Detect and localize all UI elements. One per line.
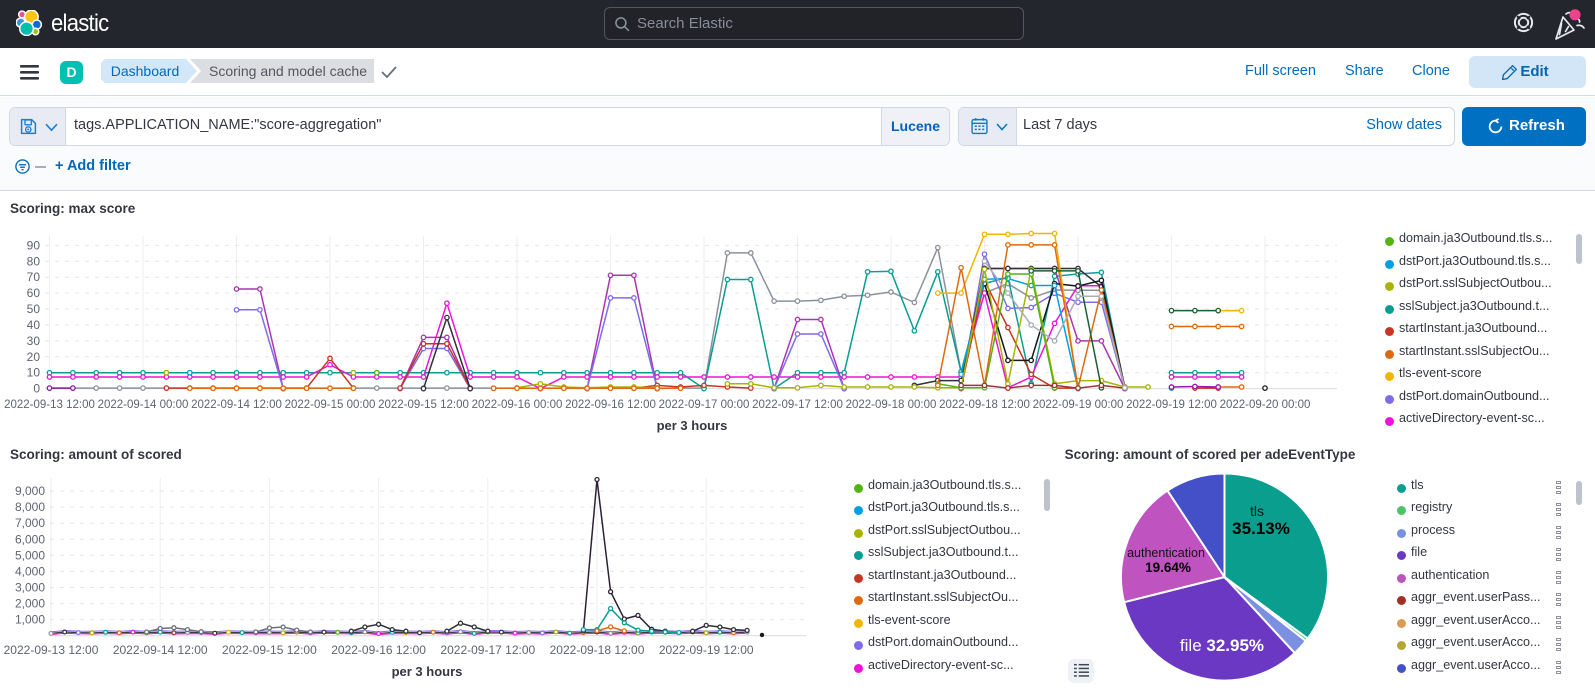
svg-text:19.64%: 19.64% (1145, 560, 1191, 575)
svg-text:35.13%: 35.13% (1232, 519, 1290, 538)
svg-text:2022-09-17 12:00: 2022-09-17 12:00 (440, 643, 535, 657)
svg-text:2022-09-19 12:00: 2022-09-19 12:00 (659, 643, 754, 657)
svg-text:2022-09-14 12:00: 2022-09-14 12:00 (191, 399, 282, 411)
svg-text:2022-09-20 00:00: 2022-09-20 00:00 (1220, 399, 1311, 411)
svg-text:2022-09-19 00:00: 2022-09-19 00:00 (1033, 399, 1124, 411)
svg-text:20: 20 (27, 350, 41, 364)
svg-text:authentication: authentication (1127, 546, 1205, 560)
svg-text:2022-09-18 12:00: 2022-09-18 12:00 (550, 643, 645, 657)
svg-text:3,000: 3,000 (15, 581, 45, 595)
svg-text:per 3 hours: per 3 hours (392, 664, 463, 679)
svg-text:2022-09-13 12:00: 2022-09-13 12:00 (4, 399, 95, 411)
svg-text:2022-09-16 12:00: 2022-09-16 12:00 (331, 643, 426, 657)
svg-text:0: 0 (33, 382, 40, 396)
svg-text:90: 90 (27, 238, 41, 252)
svg-text:1,000: 1,000 (15, 613, 45, 627)
svg-text:8,000: 8,000 (15, 500, 45, 514)
svg-text:2022-09-14 00:00: 2022-09-14 00:00 (98, 399, 189, 411)
svg-text:2022-09-18 12:00: 2022-09-18 12:00 (939, 399, 1030, 411)
svg-text:9,000: 9,000 (15, 484, 45, 498)
svg-text:60: 60 (27, 286, 41, 300)
svg-text:10: 10 (27, 366, 41, 380)
svg-text:2022-09-14 12:00: 2022-09-14 12:00 (113, 643, 208, 657)
svg-text:2022-09-16 00:00: 2022-09-16 00:00 (472, 399, 563, 411)
svg-text:2,000: 2,000 (15, 597, 45, 611)
svg-text:2022-09-15 12:00: 2022-09-15 12:00 (378, 399, 469, 411)
svg-text:6,000: 6,000 (15, 532, 45, 546)
svg-text:7,000: 7,000 (15, 516, 45, 530)
svg-text:2022-09-15 12:00: 2022-09-15 12:00 (222, 643, 317, 657)
svg-text:70: 70 (27, 270, 41, 284)
svg-text:2022-09-16 12:00: 2022-09-16 12:00 (565, 399, 656, 411)
svg-text:2022-09-19 12:00: 2022-09-19 12:00 (1126, 399, 1217, 411)
svg-text:tls: tls (1250, 503, 1264, 519)
svg-text:2022-09-18 00:00: 2022-09-18 00:00 (846, 399, 937, 411)
svg-text:2022-09-17 12:00: 2022-09-17 12:00 (752, 399, 843, 411)
svg-text:2022-09-13 12:00: 2022-09-13 12:00 (4, 643, 99, 657)
svg-text:5,000: 5,000 (15, 548, 45, 562)
svg-text:40: 40 (27, 318, 41, 332)
svg-text:per 3 hours: per 3 hours (657, 418, 728, 433)
svg-text:30: 30 (27, 334, 41, 348)
svg-text:2022-09-15 00:00: 2022-09-15 00:00 (285, 399, 376, 411)
svg-text:50: 50 (27, 302, 41, 316)
svg-text:file 32.95%: file 32.95% (1180, 636, 1264, 655)
svg-text:80: 80 (27, 254, 41, 268)
svg-text:2022-09-17 00:00: 2022-09-17 00:00 (659, 399, 750, 411)
svg-text:4,000: 4,000 (15, 564, 45, 578)
